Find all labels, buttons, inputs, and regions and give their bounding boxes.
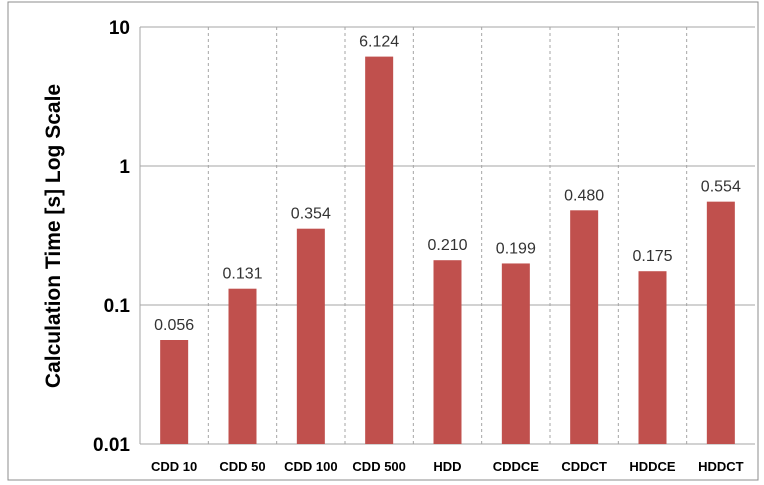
x-tick-label: CDD 50 — [219, 459, 265, 474]
bar — [296, 228, 325, 444]
data-label: 0.354 — [291, 206, 331, 223]
data-label: 0.056 — [154, 317, 194, 334]
bar — [570, 210, 599, 444]
bar — [638, 271, 667, 444]
bar — [501, 263, 530, 444]
x-tick-label: CDD 100 — [284, 459, 337, 474]
data-label: 0.175 — [632, 248, 672, 265]
x-tick-label: HDDCE — [629, 459, 676, 474]
y-tick-label: 0.01 — [93, 435, 130, 456]
data-label: 0.199 — [496, 240, 536, 257]
y-axis-title: Calculation Time [s] Log Scale — [42, 84, 65, 388]
x-tick-label: HDD — [433, 459, 461, 474]
bar — [433, 260, 462, 444]
x-tick-label: CDD 10 — [151, 459, 197, 474]
x-tick-label: HDDCT — [698, 459, 744, 474]
data-label: 0.480 — [564, 187, 604, 204]
bar — [160, 340, 189, 444]
y-tick-label: 1 — [119, 157, 130, 178]
bar-layer: 0.056 0.131 0.354 6.124 0.210 0.199 0.480 0.175… — [154, 34, 741, 444]
bar — [706, 201, 735, 444]
bar — [365, 56, 394, 444]
axis-layer: Calculation Time [s] Log Scale 0.01 0.1 1 1… — [42, 18, 744, 474]
x-tick-label: CDDCE — [493, 459, 540, 474]
y-tick-label: 10 — [109, 18, 130, 39]
data-label: 0.210 — [427, 237, 467, 254]
data-label: 0.554 — [701, 179, 741, 196]
x-tick-label: CDDCT — [561, 459, 607, 474]
bar — [228, 288, 257, 444]
data-label: 0.131 — [222, 266, 262, 283]
data-label: 6.124 — [359, 34, 399, 51]
x-tick-label: CDD 500 — [352, 459, 405, 474]
y-tick-label: 0.1 — [104, 296, 131, 317]
